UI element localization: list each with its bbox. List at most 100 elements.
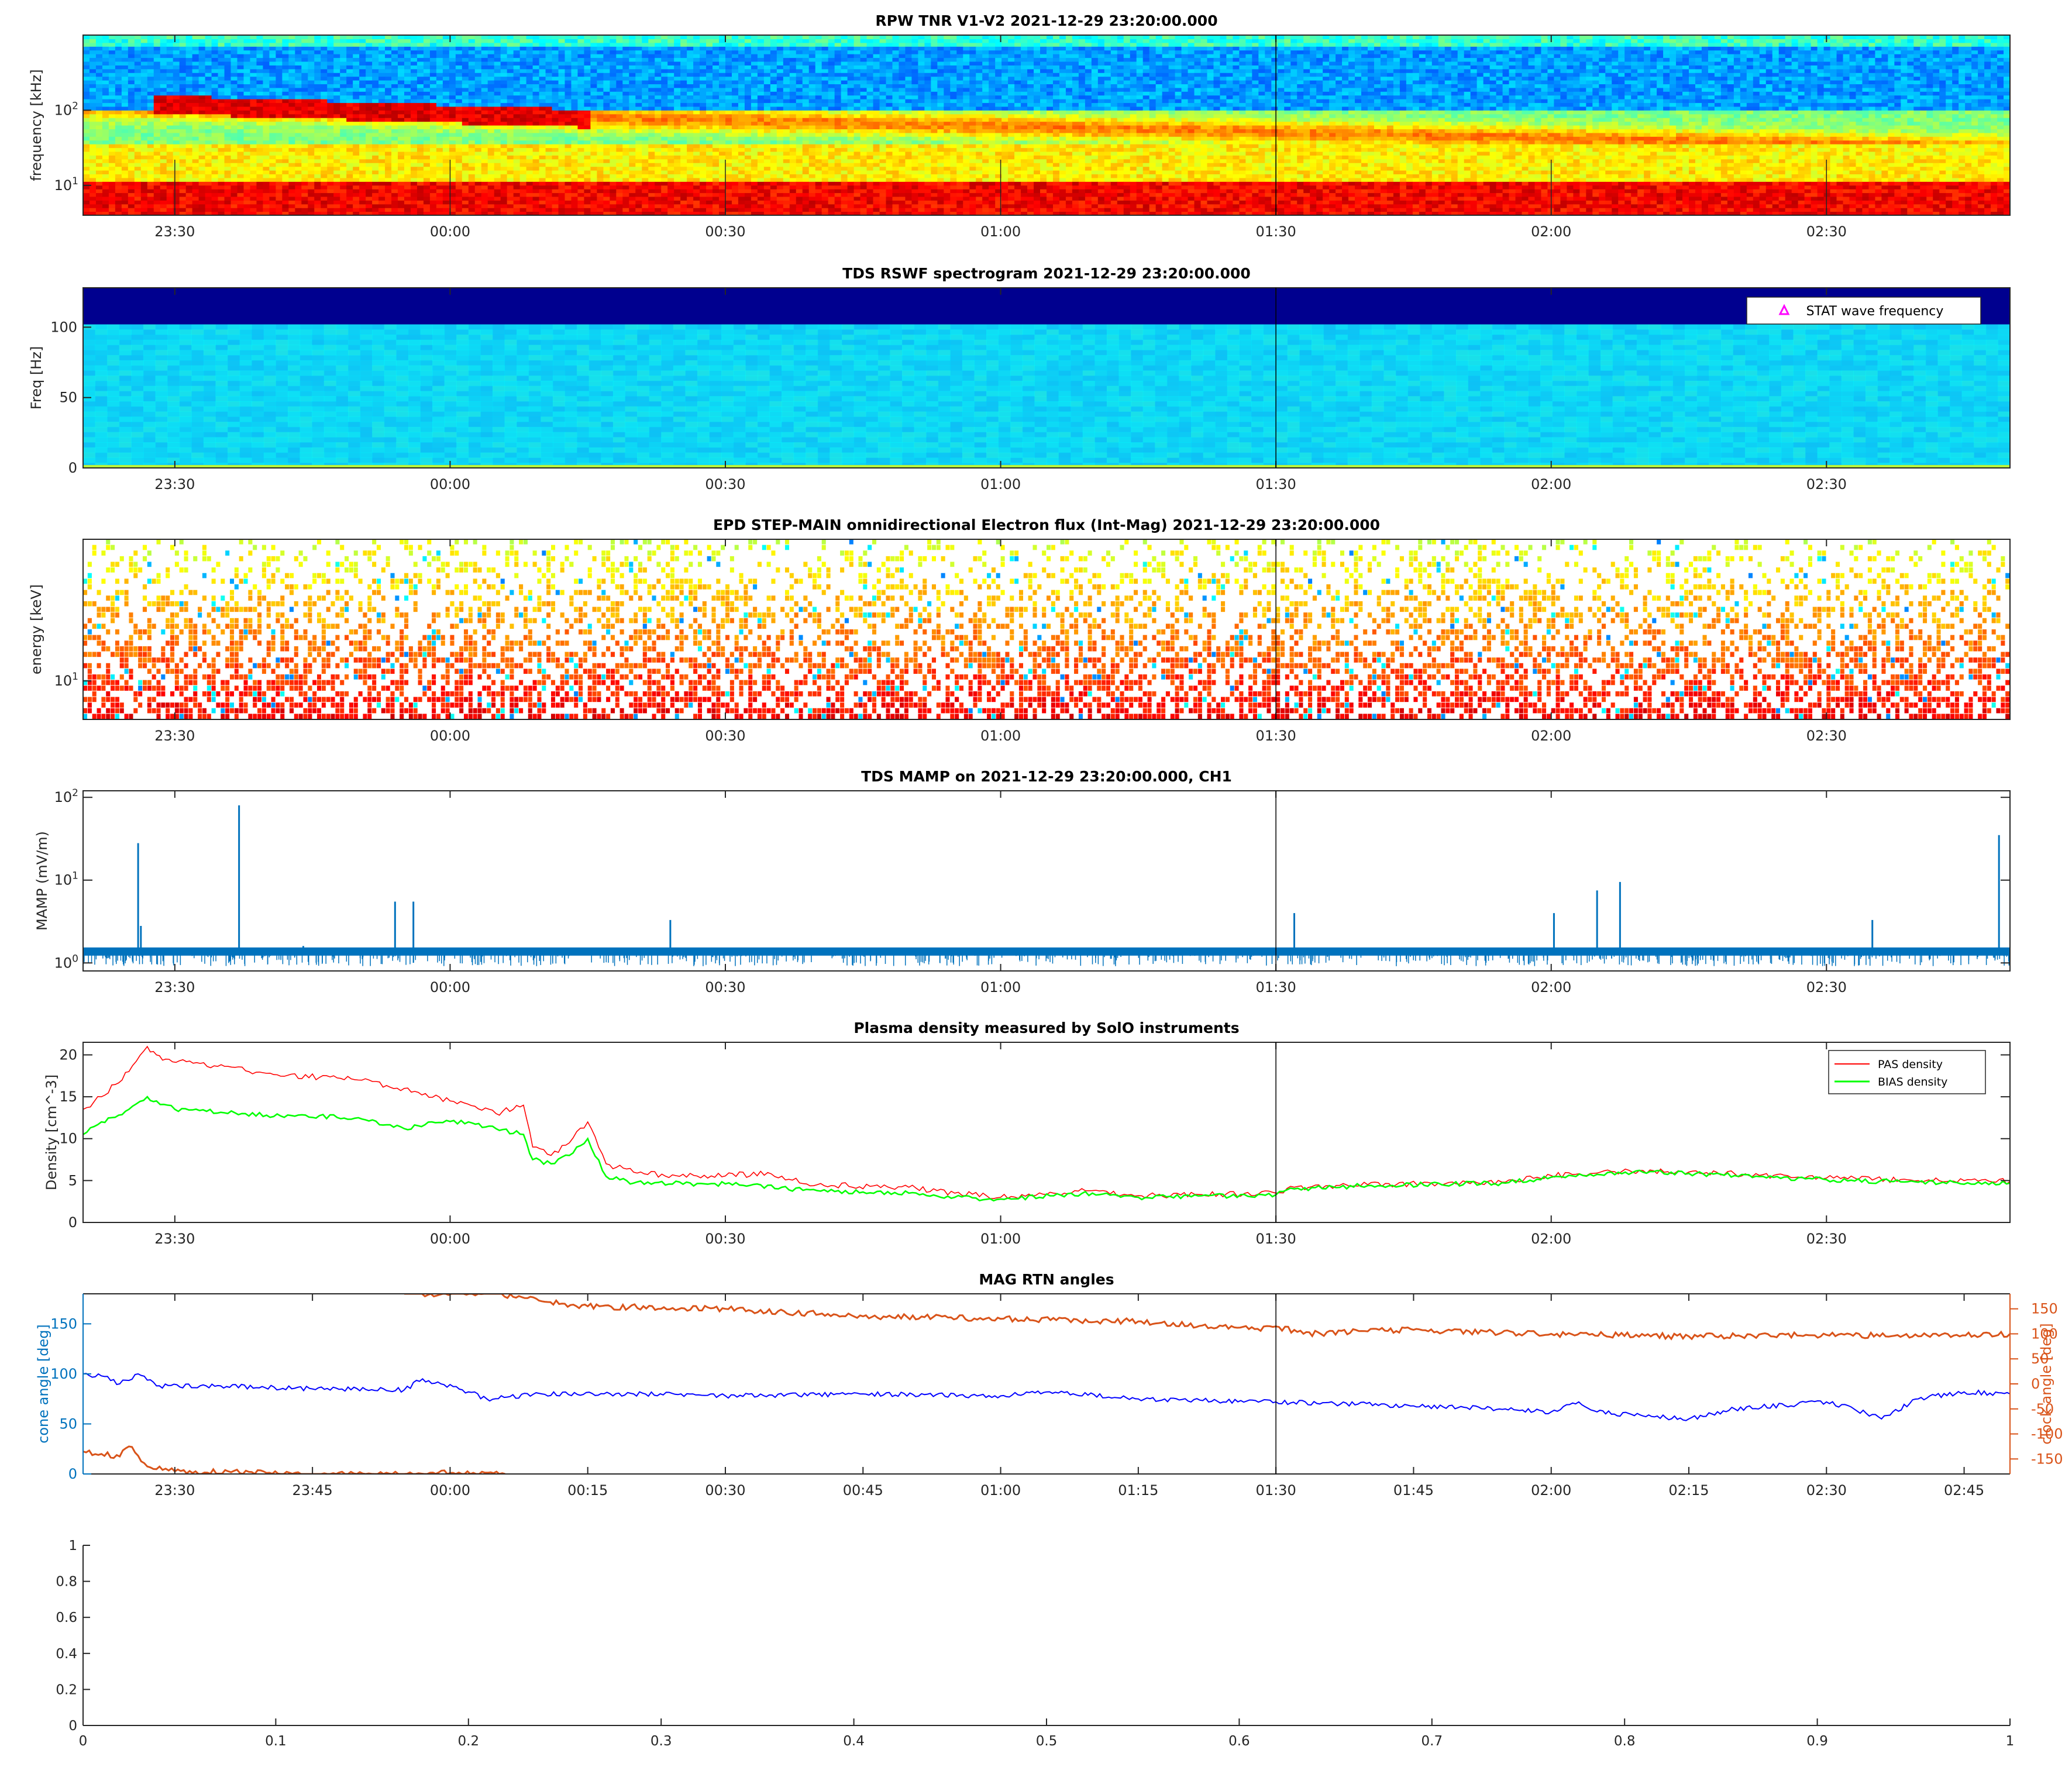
tnr-cell — [680, 144, 687, 149]
tnr-cell — [693, 211, 700, 216]
tnr-cell — [179, 80, 187, 85]
tnr-cell — [314, 68, 321, 73]
tnr-cell — [321, 80, 328, 85]
tnr-cell — [288, 177, 295, 182]
tnr-cell — [481, 106, 488, 111]
tnr-cell — [558, 106, 566, 111]
tnr-cell — [282, 35, 289, 40]
tnr-cell — [218, 35, 225, 40]
tnr-cell — [327, 102, 334, 107]
tnr-cell — [263, 163, 270, 167]
tnr-cell — [198, 174, 206, 178]
tnr-cell — [276, 192, 283, 197]
tnr-cell — [655, 110, 662, 115]
tnr-cell — [108, 200, 116, 205]
tnr-cell — [474, 113, 482, 118]
tnr-cell — [410, 50, 418, 54]
tnr-cell — [731, 132, 739, 137]
tnr-cell — [635, 118, 642, 122]
tnr-cell — [622, 57, 629, 62]
tnr-cell — [667, 68, 674, 73]
tnr-cell — [327, 118, 334, 122]
tnr-cell — [738, 192, 745, 197]
tnr-cell — [173, 39, 180, 43]
tnr-cell — [314, 170, 321, 175]
tnr-cell — [513, 136, 521, 141]
tnr-cell — [385, 76, 392, 81]
tnr-cell — [449, 204, 456, 208]
tnr-cell — [680, 208, 687, 212]
tnr-cell — [353, 73, 360, 77]
tnr-cell — [224, 166, 232, 171]
tnr-cell — [378, 196, 386, 201]
tnr-cell — [211, 121, 219, 126]
tnr-cell — [230, 57, 238, 62]
tnr-cell — [153, 118, 161, 122]
tnr-cell — [385, 174, 392, 178]
tnr-cell — [134, 121, 142, 126]
tnr-cell — [526, 163, 534, 167]
tnr-cell — [513, 65, 521, 70]
tnr-cell — [140, 140, 148, 144]
tnr-cell — [230, 155, 238, 160]
tnr-cell — [218, 42, 225, 47]
tnr-cell — [391, 185, 398, 190]
tnr-cell — [295, 95, 302, 99]
tnr-cell — [353, 163, 360, 167]
tnr-cell — [166, 46, 174, 51]
tnr-cell — [603, 144, 610, 149]
tnr-cell — [642, 192, 649, 197]
tnr-cell — [731, 144, 739, 149]
tnr-cell — [603, 118, 610, 122]
tnr-cell — [648, 46, 655, 51]
tnr-cell — [321, 42, 328, 47]
tnr-cell — [398, 163, 405, 167]
tnr-cell — [179, 174, 187, 178]
tnr-cell — [436, 73, 443, 77]
tnr-cell — [455, 155, 463, 160]
tnr-cell — [500, 140, 508, 144]
tnr-cell — [237, 91, 245, 96]
tnr-cell — [160, 132, 167, 137]
tnr-cell — [333, 170, 340, 175]
tnr-cell — [321, 151, 328, 156]
tnr-cell — [398, 177, 405, 182]
tnr-cell — [597, 42, 604, 47]
tnr-cell — [378, 151, 386, 156]
tnr-cell — [153, 35, 161, 40]
tnr-cell — [436, 200, 443, 205]
tnr-cell — [487, 65, 495, 70]
tnr-cell — [83, 35, 90, 40]
tnr-cell — [282, 189, 289, 194]
tnr-cell — [263, 174, 270, 178]
tnr-cell — [545, 42, 553, 47]
tnr-cell — [321, 99, 328, 104]
tnr-cell — [108, 181, 116, 186]
tnr-cell — [121, 95, 129, 99]
tnr-cell — [224, 102, 232, 107]
tnr-cell — [301, 110, 308, 115]
tnr-cell — [590, 73, 597, 77]
tnr-cell — [410, 192, 418, 197]
tnr-cell — [224, 174, 232, 178]
tnr-cell — [417, 196, 424, 201]
tnr-cell — [224, 57, 232, 62]
tnr-cell — [140, 189, 148, 194]
tnr-cell — [243, 54, 251, 58]
tnr-cell — [147, 151, 154, 156]
tnr-cell — [642, 189, 649, 194]
tnr-cell — [346, 177, 353, 182]
tnr-cell — [429, 159, 437, 163]
tnr-cell — [661, 174, 668, 178]
tnr-cell — [539, 73, 546, 77]
tnr-cell — [558, 39, 566, 43]
tnr-cell — [391, 181, 398, 186]
tnr-cell — [507, 118, 514, 122]
tnr-cell — [616, 132, 623, 137]
tnr-cell — [410, 200, 418, 205]
tnr-cell — [539, 95, 546, 99]
tnr-cell — [372, 84, 379, 88]
tnr-cell — [687, 113, 694, 118]
tnr-cell — [295, 35, 302, 40]
tnr-cell — [237, 129, 245, 133]
